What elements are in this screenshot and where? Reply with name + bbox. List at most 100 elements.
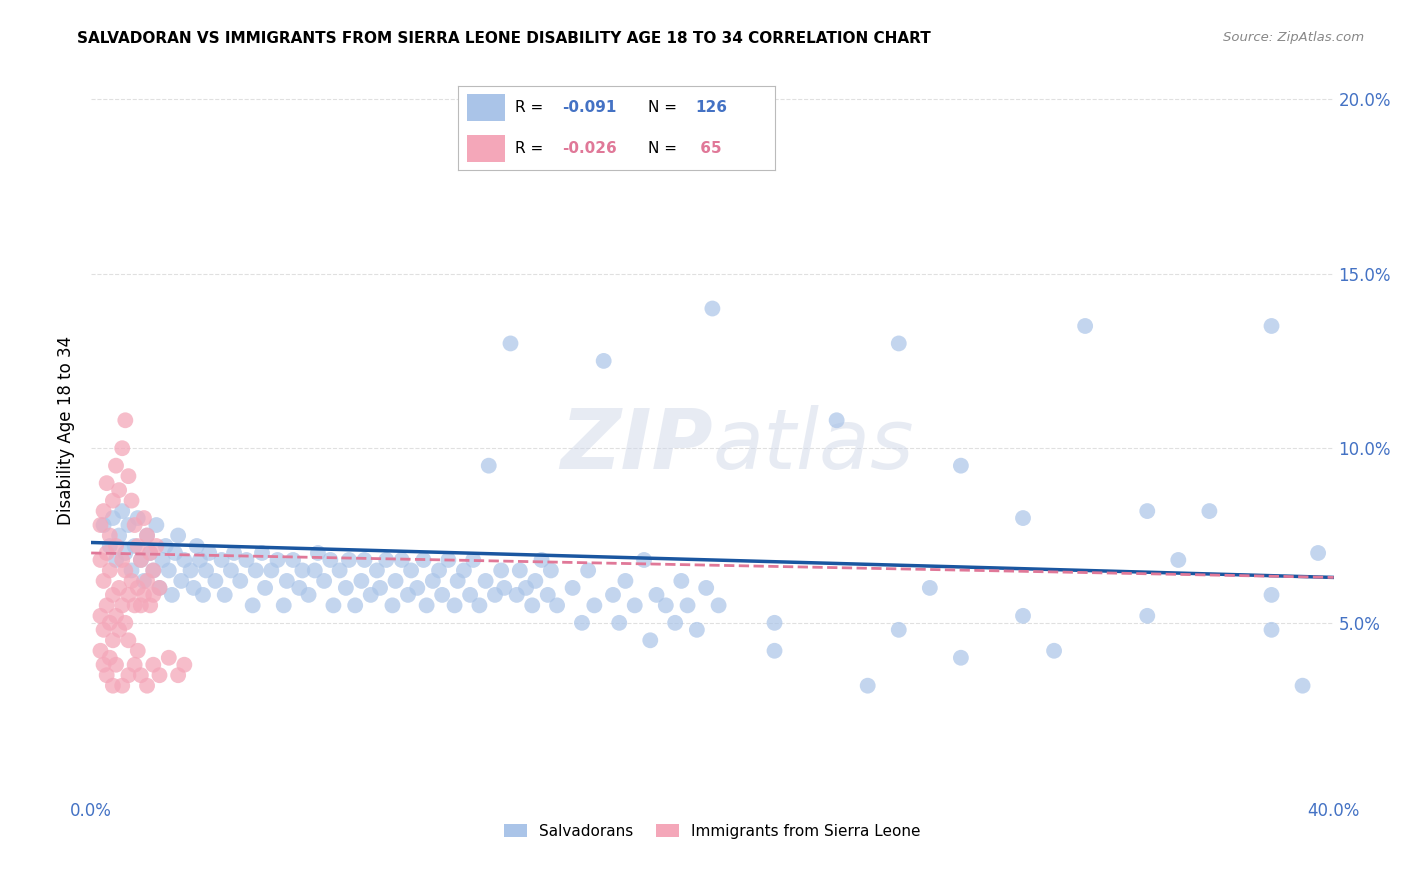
Point xyxy=(702,301,724,316)
Point xyxy=(98,615,121,630)
Point xyxy=(254,581,277,595)
Point xyxy=(157,650,180,665)
Point xyxy=(304,564,326,578)
Point xyxy=(297,588,319,602)
Point xyxy=(633,553,655,567)
Point xyxy=(546,599,568,613)
Point xyxy=(132,511,155,525)
Point xyxy=(664,615,686,630)
Point xyxy=(1291,679,1313,693)
Point xyxy=(98,528,121,542)
Point xyxy=(329,564,352,578)
Point xyxy=(111,553,134,567)
Point xyxy=(1012,608,1035,623)
Point xyxy=(96,599,118,613)
Point xyxy=(1260,588,1282,602)
Point xyxy=(949,458,972,473)
Point xyxy=(1260,318,1282,333)
Point xyxy=(266,553,288,567)
Point xyxy=(381,599,404,613)
Point xyxy=(148,668,170,682)
Point xyxy=(121,574,143,588)
Point xyxy=(638,633,661,648)
Point xyxy=(105,553,128,567)
Point xyxy=(250,546,273,560)
Point xyxy=(183,581,205,595)
Point xyxy=(468,599,491,613)
Point xyxy=(530,553,553,567)
Point xyxy=(152,553,174,567)
Point xyxy=(89,553,111,567)
Point xyxy=(111,679,134,693)
Point xyxy=(111,441,134,455)
Point xyxy=(98,564,121,578)
Point xyxy=(430,588,453,602)
Point xyxy=(136,528,159,542)
Point xyxy=(281,553,304,567)
Point xyxy=(763,644,786,658)
Point xyxy=(763,615,786,630)
Point xyxy=(124,539,146,553)
Point xyxy=(124,599,146,613)
Point xyxy=(314,574,336,588)
Point xyxy=(148,581,170,595)
Point xyxy=(1136,504,1159,518)
Point xyxy=(93,504,115,518)
Point xyxy=(245,564,267,578)
Point xyxy=(89,608,111,623)
Point xyxy=(93,518,115,533)
Point xyxy=(260,564,283,578)
Point xyxy=(344,599,367,613)
Point xyxy=(645,588,668,602)
Point xyxy=(145,539,167,553)
Point xyxy=(1043,644,1066,658)
Point xyxy=(447,574,470,588)
Point xyxy=(157,564,180,578)
Point xyxy=(540,564,562,578)
Point xyxy=(350,574,373,588)
Point xyxy=(335,581,357,595)
Point xyxy=(93,623,115,637)
Point xyxy=(105,539,128,553)
Point xyxy=(1306,546,1329,560)
Point xyxy=(198,546,221,560)
Point xyxy=(114,564,136,578)
Point xyxy=(101,588,124,602)
Point xyxy=(101,511,124,525)
Point xyxy=(139,599,162,613)
Point xyxy=(222,546,245,560)
Text: atlas: atlas xyxy=(713,405,914,486)
Point xyxy=(1260,623,1282,637)
Point xyxy=(825,413,848,427)
Point xyxy=(108,623,131,637)
Point xyxy=(1198,504,1220,518)
Point xyxy=(458,588,481,602)
Point xyxy=(676,599,699,613)
Point xyxy=(583,599,606,613)
Point xyxy=(167,668,190,682)
Point xyxy=(1074,318,1097,333)
Point xyxy=(114,546,136,560)
Point xyxy=(524,574,547,588)
Point xyxy=(276,574,298,588)
Point xyxy=(614,574,637,588)
Legend: Salvadorans, Immigrants from Sierra Leone: Salvadorans, Immigrants from Sierra Leon… xyxy=(498,818,927,845)
Point xyxy=(443,599,465,613)
Text: ZIP: ZIP xyxy=(560,405,713,486)
Point xyxy=(505,588,527,602)
Point xyxy=(537,588,560,602)
Point xyxy=(136,679,159,693)
Point xyxy=(453,564,475,578)
Point xyxy=(93,574,115,588)
Point xyxy=(127,581,149,595)
Text: Source: ZipAtlas.com: Source: ZipAtlas.com xyxy=(1223,31,1364,45)
Point xyxy=(105,458,128,473)
Point xyxy=(375,553,398,567)
Point xyxy=(96,476,118,491)
Point xyxy=(695,581,717,595)
Point xyxy=(98,539,121,553)
Point xyxy=(127,539,149,553)
Point xyxy=(170,574,193,588)
Point xyxy=(180,564,202,578)
Point xyxy=(129,599,152,613)
